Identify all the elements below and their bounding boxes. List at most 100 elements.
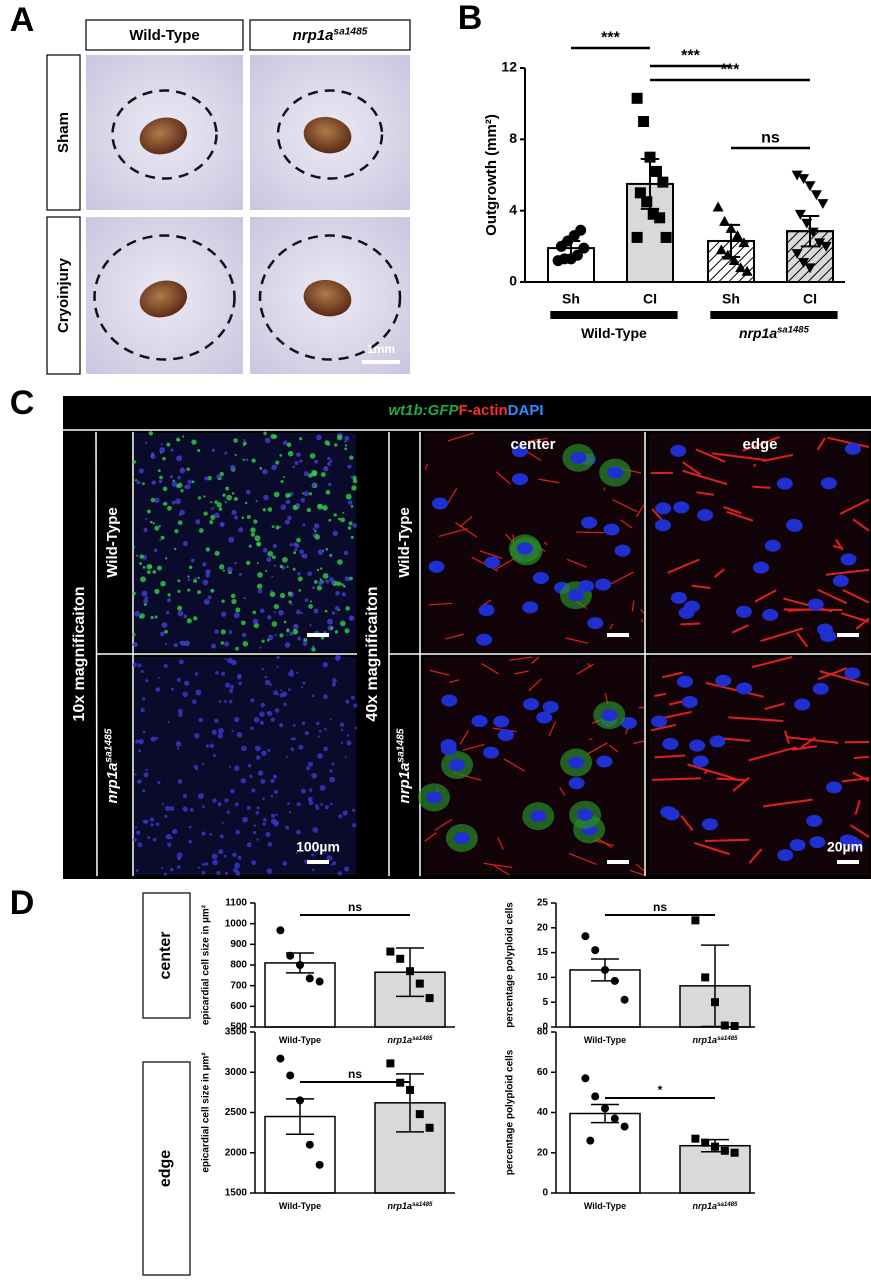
data-point	[610, 1114, 619, 1123]
cell-signal	[143, 527, 148, 533]
cell-signal	[327, 442, 331, 446]
cell-signal	[329, 802, 333, 806]
data-point	[581, 932, 590, 941]
cell-signal	[324, 805, 329, 810]
cell-signal	[216, 870, 221, 876]
label-text: Wild-Type	[279, 1201, 321, 1211]
actin-fiber	[751, 656, 793, 669]
cell-signal	[327, 456, 331, 461]
cell-signal	[313, 529, 317, 533]
cell-signal	[143, 599, 149, 604]
cell-signal	[307, 796, 313, 802]
significance-label: ***	[681, 47, 700, 64]
data-point	[730, 1022, 739, 1031]
significance-label: ***	[721, 61, 740, 78]
cell-signal	[272, 544, 277, 549]
nucleus	[441, 694, 458, 707]
nucleus	[532, 571, 549, 584]
actin-fiber	[816, 437, 826, 451]
cell-signal	[264, 675, 268, 679]
cell-signal	[192, 699, 197, 705]
nucleus	[596, 755, 613, 768]
cell-signal	[177, 856, 181, 861]
actin-fiber	[503, 758, 526, 772]
cell-signal	[309, 623, 312, 627]
cell-signal	[301, 492, 304, 495]
cell-signal	[311, 772, 318, 779]
nucleus	[662, 737, 679, 750]
cell-signal	[139, 562, 142, 566]
actin-fiber	[817, 588, 848, 605]
data-point	[701, 1138, 710, 1147]
cell-signal	[309, 600, 313, 603]
cell-signal	[237, 855, 242, 860]
data-point	[660, 231, 672, 243]
cell-signal	[142, 482, 145, 486]
cell-signal	[290, 747, 295, 752]
cell-signal	[323, 465, 329, 472]
cell-signal	[276, 655, 280, 660]
outgrowth-outline	[93, 234, 236, 361]
cell-signal	[350, 695, 355, 700]
cell-signal	[182, 435, 185, 438]
cell-signal	[240, 778, 247, 784]
data-point	[620, 995, 629, 1004]
x-tick-label: Wild-Type	[584, 1201, 626, 1211]
cell-signal	[346, 740, 352, 746]
cell-signal	[325, 547, 329, 551]
nucleus	[709, 735, 726, 748]
cell-signal	[182, 806, 188, 812]
label-text: Wild-Type	[581, 325, 647, 341]
cell-signal	[235, 829, 241, 835]
cell-signal	[337, 559, 343, 565]
cell-signal	[314, 459, 319, 464]
cell-signal	[170, 475, 174, 479]
cell-signal	[295, 851, 298, 855]
nucleus	[581, 516, 598, 529]
cell-signal	[283, 620, 287, 624]
data-point	[741, 265, 753, 276]
cell-signal	[197, 866, 201, 869]
significance-label: *	[658, 1083, 663, 1097]
cell-signal	[233, 497, 238, 501]
nucleus	[832, 574, 849, 587]
cell-signal	[282, 556, 288, 563]
cell-signal	[236, 731, 243, 738]
cell-signal	[344, 628, 350, 634]
cell-signal	[276, 665, 279, 668]
cell-signal	[246, 805, 251, 810]
cell-signal	[193, 579, 198, 583]
cell-signal	[289, 492, 294, 496]
significance-label: ns	[348, 1067, 362, 1081]
cell-signal	[319, 784, 326, 791]
cell-signal	[203, 598, 210, 605]
actin-fiber	[635, 504, 645, 518]
data-point	[735, 262, 747, 273]
cell-signal	[231, 659, 237, 666]
significance-label: ns	[761, 129, 780, 146]
cell-signal	[275, 460, 280, 465]
cell-signal	[316, 568, 320, 572]
cell-signal	[262, 508, 266, 512]
cell-signal	[197, 793, 204, 800]
cell-signal	[150, 452, 155, 457]
cell-signal	[347, 526, 352, 530]
actin-fiber	[680, 815, 694, 832]
cell-signal	[238, 572, 242, 576]
cell-signal	[242, 816, 248, 823]
nucleus	[692, 755, 709, 768]
cell-signal	[292, 465, 296, 469]
cell-signal	[278, 609, 284, 616]
cell-signal	[271, 813, 276, 818]
cell-signal	[177, 520, 183, 526]
cell-signal	[287, 591, 293, 596]
y-tick-label: 0	[542, 1022, 548, 1033]
micrograph	[649, 433, 869, 652]
data-point	[720, 1146, 729, 1155]
cell-signal	[268, 634, 274, 641]
cell-signal	[269, 683, 273, 687]
cell-signal	[173, 547, 177, 551]
data-point	[725, 223, 737, 233]
cell-signal	[313, 523, 320, 529]
cell-signal	[233, 716, 240, 723]
